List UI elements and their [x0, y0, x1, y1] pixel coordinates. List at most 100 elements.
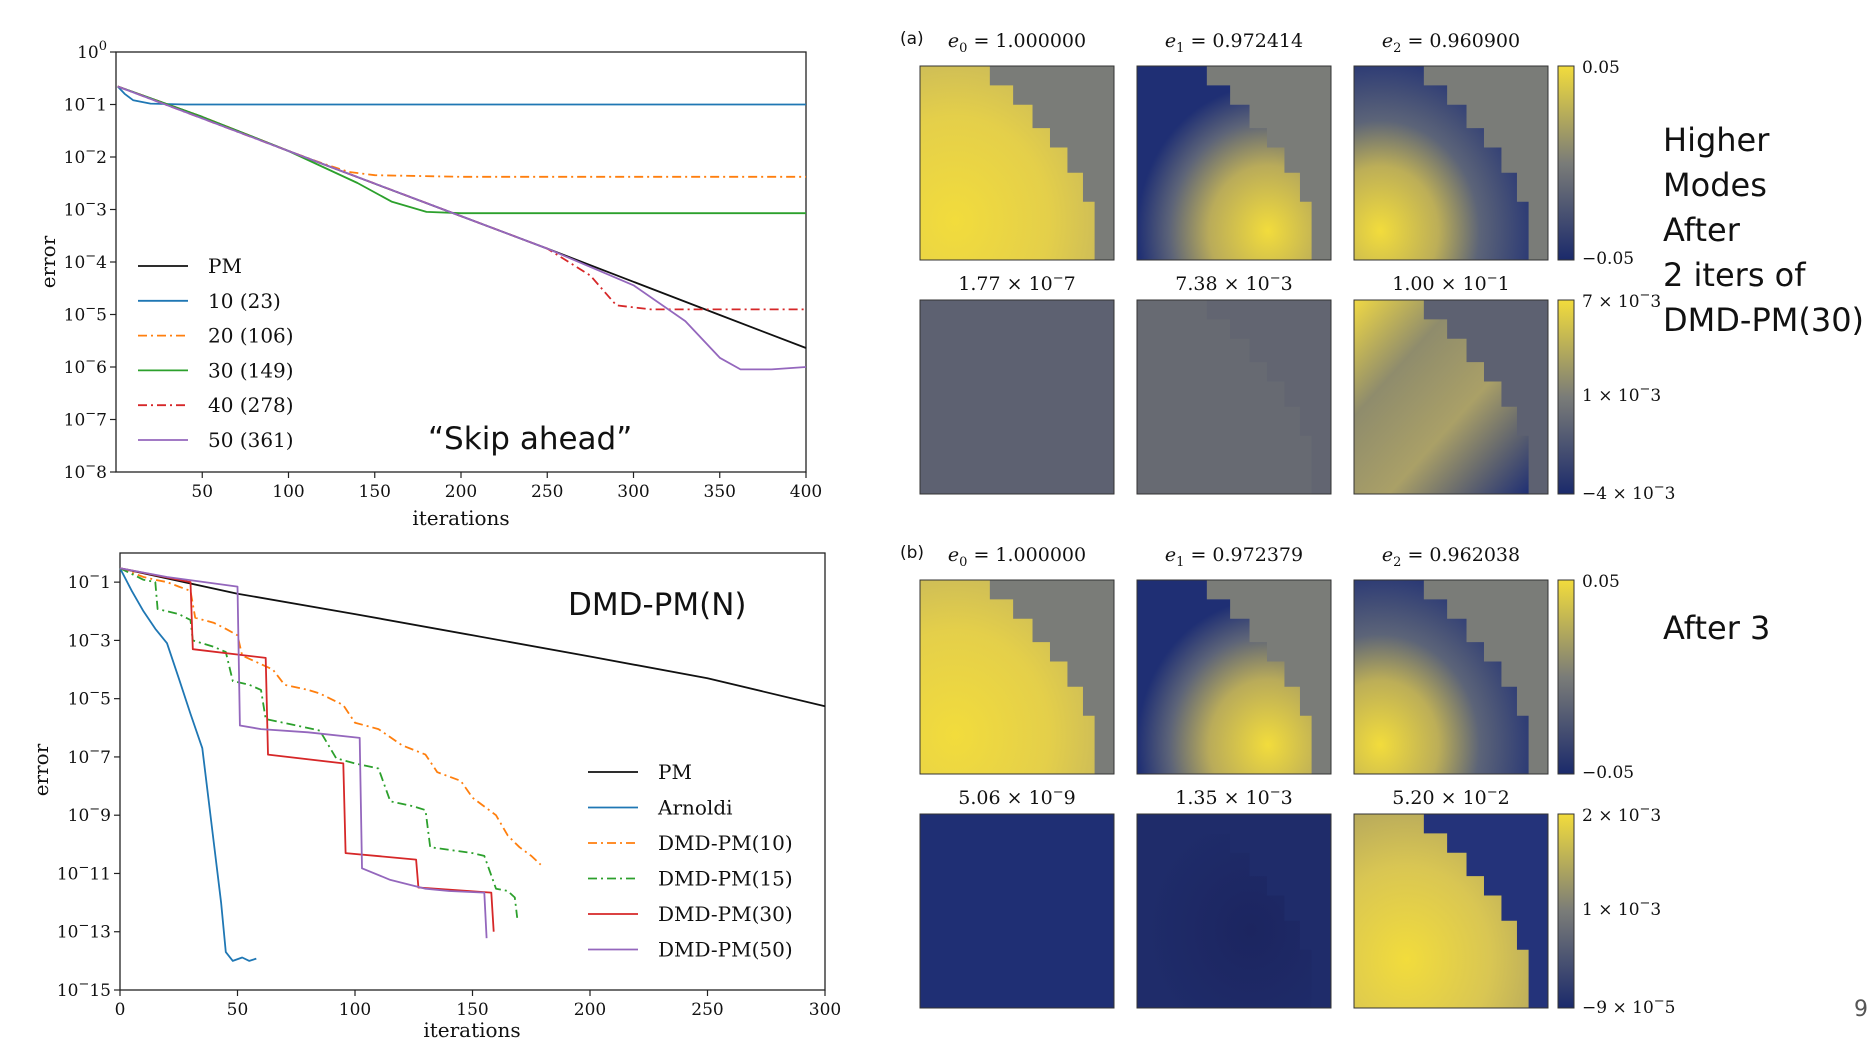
x-tick-label: 50: [227, 1000, 249, 1020]
note-higher-modes: Higher Modes After 2 iters of DMD-PM(30): [1663, 118, 1864, 343]
legend-label: 20 (106): [208, 324, 294, 348]
series-line-dmd-pm-50-: [119, 567, 488, 939]
y-tick-label: 100: [77, 39, 107, 63]
x-tick-label: 150: [456, 1000, 488, 1020]
x-tick-label: 50: [191, 482, 213, 502]
y-tick-label: 10−1: [68, 569, 111, 593]
error-title: 1.77 × 10−7: [958, 271, 1076, 295]
convergence-chart-bottom: 10−1 10−3 10−5 10−7 10−9 10−11 10−13 10−15 0 50 1…: [29, 552, 841, 1042]
mode-image-frame: [1353, 65, 1549, 261]
legend-label: Arnoldi: [657, 796, 733, 820]
x-tick-label: 300: [809, 1000, 841, 1020]
eigenvalue-title: e1 = 0.972379: [1165, 544, 1303, 570]
y-tick-label: 10−8: [64, 459, 107, 483]
eigenvalue-title: e0 = 1.000000: [948, 30, 1086, 56]
error-image-domain: [1137, 814, 1312, 1008]
x-tick-label: 100: [339, 1000, 371, 1020]
legend-label: 10 (23): [208, 289, 281, 313]
eigenvalue-title: e2 = 0.962038: [1382, 544, 1520, 570]
panel-label: (a): [900, 29, 924, 49]
error-image-frame: [1353, 299, 1549, 495]
mode-image-domain: [1137, 66, 1312, 260]
colorbar-bottom: [1557, 813, 1575, 1009]
legend-label: DMD-PM(50): [658, 938, 793, 962]
x-tick-label: 200: [574, 1000, 606, 1020]
x-tick-label: 100: [272, 482, 304, 502]
y-tick-label: 10−3: [64, 197, 107, 221]
y-tick-label: 10−6: [64, 354, 107, 378]
error-title: 1.35 × 10−3: [1175, 785, 1293, 809]
mode-image-domain: [1137, 580, 1312, 774]
mode-image-frame: [1136, 579, 1332, 775]
colorbar-max-label: 7 × 10−3: [1582, 288, 1661, 312]
x-tick-label: 0: [115, 1000, 126, 1020]
error-image-frame: [1136, 813, 1332, 1009]
mode-image-frame: [1353, 579, 1549, 775]
x-axis-label: iterations: [412, 506, 509, 530]
y-tick-label: 10−3: [68, 627, 111, 651]
legend-label: 40 (278): [208, 393, 294, 417]
error-image-frame: [919, 299, 1115, 495]
page-number: 9: [1854, 997, 1868, 1022]
y-axis-label: error: [29, 743, 53, 796]
series-line-arnoldi: [119, 567, 257, 962]
x-tick-label: 150: [359, 482, 391, 502]
error-image-frame: [919, 813, 1115, 1009]
mode-image-domain: [920, 66, 1095, 260]
x-tick-label: 400: [790, 482, 822, 502]
y-tick-label: 10−7: [68, 744, 111, 768]
legend-label: DMD-PM(10): [658, 831, 793, 855]
mode-image-frame: [919, 579, 1115, 775]
y-tick-label: 10−5: [64, 302, 107, 326]
dmd-pm-annotation: DMD-PM(N): [568, 587, 747, 623]
colorbar-min-label: −9 × 10−5: [1582, 994, 1676, 1018]
colorbar-mid-label: 1 × 10−3: [1582, 382, 1661, 406]
skip-ahead-annotation: “Skip ahead”: [428, 421, 632, 457]
colorbar-min-label: −0.05: [1582, 763, 1634, 783]
note-line: DMD-PM(30): [1663, 301, 1865, 339]
note-line: 2 iters of: [1663, 256, 1806, 294]
note-line: Higher: [1663, 121, 1770, 159]
mode-image-frame: [919, 65, 1115, 261]
error-image-background: [920, 814, 1114, 1008]
convergence-chart-top: 100 10−1 10−2 10−3 10−4 10−5 10−6 10−7 10−8 50 10…: [36, 39, 822, 530]
colorbar-min-label: −0.05: [1582, 249, 1634, 269]
x-tick-label: 250: [531, 482, 563, 502]
panel-label: (b): [900, 543, 924, 563]
series-line-30-149-: [117, 85, 806, 215]
legend-label: PM: [208, 254, 242, 278]
eigenvalue-title: e0 = 1.000000: [948, 544, 1086, 570]
colorbar-top: [1557, 65, 1575, 261]
colorbar-mid-label: 1 × 10−3: [1582, 896, 1661, 920]
x-tick-label: 200: [445, 482, 477, 502]
legend-label: PM: [658, 760, 692, 784]
series-line-20-106-: [117, 85, 806, 178]
mode-image-domain: [920, 580, 1095, 774]
y-tick-label: 10−15: [57, 977, 111, 1001]
error-title: 5.20 × 10−2: [1392, 785, 1510, 809]
mode-image-frame: [1136, 65, 1332, 261]
x-tick-label: 350: [704, 482, 736, 502]
eigenmode-heatmaps: (a) e0 = 1.000000 1.77 × 10−7 e1 = 0.972414…: [900, 29, 1676, 1018]
y-tick-label: 10−5: [68, 686, 111, 710]
eigenvalue-title: e2 = 0.960900: [1382, 30, 1520, 56]
x-tick-label: 300: [617, 482, 649, 502]
mode-image-domain: [1354, 580, 1529, 774]
y-tick-label: 10−1: [64, 92, 107, 116]
mode-image-domain: [1354, 66, 1529, 260]
colorbar-top: [1557, 579, 1575, 775]
error-image-domain: [1354, 300, 1529, 494]
eigenvalue-title: e1 = 0.972414: [1165, 30, 1303, 56]
y-tick-label: 10−13: [57, 919, 111, 943]
y-tick-label: 10−4: [64, 249, 107, 273]
legend-label: DMD-PM(30): [658, 902, 793, 926]
note-line: Modes: [1663, 166, 1767, 204]
series-line-50-361-: [117, 85, 807, 371]
y-tick-label: 10−11: [57, 860, 111, 884]
colorbar-max-label: 0.05: [1582, 572, 1620, 592]
legend-label: 30 (149): [208, 358, 294, 382]
error-image-background: [920, 300, 1114, 494]
y-tick-label: 10−2: [64, 144, 107, 168]
colorbar-bottom: [1557, 299, 1575, 495]
colorbar-max-label: 2 × 10−3: [1582, 802, 1661, 826]
